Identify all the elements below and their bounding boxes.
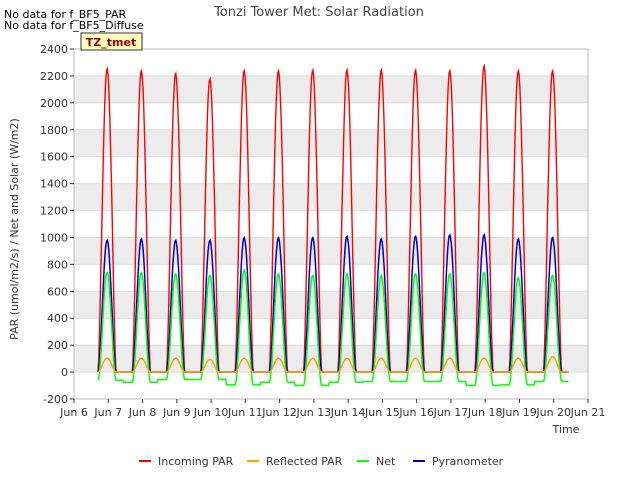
- y-tick-label: 2200: [40, 70, 68, 83]
- y-tick-label: 2000: [40, 97, 68, 110]
- y-tick-label: 0: [61, 366, 68, 379]
- y-tick-label: 1800: [40, 124, 68, 137]
- x-tick-label: Jun 13: [296, 406, 332, 419]
- y-tick-label: 1600: [40, 151, 68, 164]
- x-tick-label: Jun 11: [227, 406, 263, 419]
- y-tick-label: 800: [47, 258, 68, 271]
- site-badge-box: [80, 32, 143, 51]
- no-data-note-diffuse: No data for f_BF5_Diffuse: [4, 19, 144, 32]
- x-tick-label: Jun 14: [330, 406, 366, 419]
- series-line: [97, 268, 569, 387]
- y-tick-label: 1200: [40, 205, 68, 218]
- series-layer: [97, 63, 569, 387]
- x-tick-label: Jun 19: [501, 406, 537, 419]
- x-tick-label: Jun 12: [261, 406, 297, 419]
- grid-band: [74, 291, 588, 319]
- y-tick-label: -200: [43, 393, 68, 406]
- grid-band: [74, 75, 588, 103]
- y-tick-label: 1400: [40, 178, 68, 191]
- y-tick-label: 1000: [40, 231, 68, 244]
- y-tick-label: 2400: [40, 43, 68, 56]
- x-axis-label: Time: [552, 423, 580, 436]
- grid-band: [74, 129, 588, 157]
- site-badge-label: TZ_tmet: [86, 36, 136, 49]
- x-tick-label: Jun 21: [570, 406, 606, 419]
- x-tick-label: Jun 20: [535, 406, 571, 419]
- grid-band: [74, 345, 588, 373]
- x-tick-label: Jun 10: [193, 406, 229, 419]
- legend-label: Pyranometer: [432, 455, 504, 468]
- y-tick-label: 200: [47, 339, 68, 352]
- grid-band: [74, 183, 588, 211]
- legend-label: Incoming PAR: [158, 455, 234, 468]
- no-data-note-par: No data for f_BF5_PAR: [4, 8, 127, 21]
- legend: Incoming PAR Reflected PAR Net Pyranometer: [139, 455, 504, 468]
- grid-band: [74, 237, 588, 265]
- y-tick-label: 400: [47, 312, 68, 325]
- x-tick-label: Jun 18: [467, 406, 503, 419]
- grid-bands: [74, 75, 588, 373]
- series-line: [97, 63, 569, 373]
- series-line: [97, 355, 569, 373]
- x-tick-label: Jun 16: [398, 406, 434, 419]
- x-tick-label: Jun 8: [128, 406, 157, 419]
- plot-frame: [73, 48, 589, 400]
- axes: -200 0 200 400 600 800 1000 1200 1400 1600 1800 200…: [40, 43, 605, 419]
- legend-label: Reflected PAR: [266, 455, 343, 468]
- x-tick-label: Jun 17: [433, 406, 469, 419]
- x-tick-label: Jun 6: [59, 406, 88, 419]
- y-axis-label: PAR (umol/m2/s) / Net and Solar (W/m2): [8, 118, 21, 340]
- x-tick-label: Jun 7: [93, 406, 122, 419]
- y-tick-label: 600: [47, 285, 68, 298]
- x-tick-label: Jun 9: [162, 406, 191, 419]
- legend-label: Net: [376, 455, 396, 468]
- x-tick-label: Jun 15: [364, 406, 400, 419]
- chart-title: Tonzi Tower Met: Solar Radiation: [213, 5, 424, 20]
- site-badge: TZ_tmet: [80, 32, 143, 51]
